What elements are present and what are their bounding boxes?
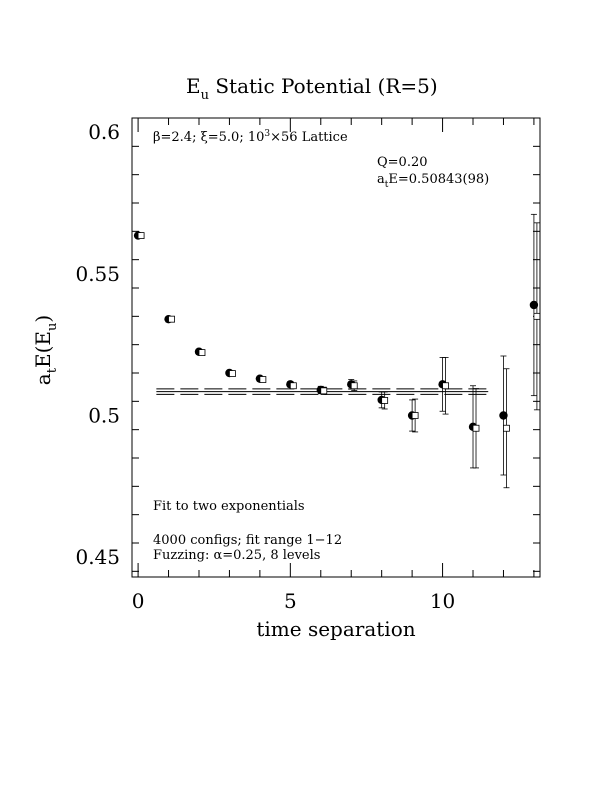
fit-value-annotation: atE=0.50843(98) (377, 172, 489, 190)
configs-annotation: 4000 configs; fit range 1−12 (153, 533, 342, 548)
data-point-square (198, 349, 206, 357)
data-points (133, 213, 541, 489)
data-point-square (503, 424, 510, 432)
data-point-square (411, 412, 419, 419)
chart-title: Eu Static Potential (R=5) (186, 74, 438, 103)
data-point-square (350, 382, 358, 390)
axis-ticks (132, 117, 540, 577)
data-point-square (442, 382, 449, 390)
data-point-square (168, 315, 175, 323)
lattice-annotation: β=2.4; ξ=5.0; 103×56 Lattice (153, 129, 348, 145)
data-point-circle (499, 411, 508, 420)
x-tick-label: 10 (430, 589, 455, 613)
fuzzing-annotation: Fuzzing: α=0.25, 8 levels (153, 548, 320, 563)
q-annotation: Q=0.20 (377, 155, 428, 170)
data-point-square (472, 424, 480, 432)
data-point-square (289, 382, 297, 390)
y-tick-label: 0.45 (75, 545, 120, 569)
y-tick-label: 0.55 (75, 262, 120, 286)
x-axis-label: time separation (256, 617, 415, 641)
data-point-square (381, 397, 389, 404)
fit-method-annotation: Fit to two exponentials (153, 499, 305, 514)
data-point-square (259, 376, 267, 383)
data-point-square (137, 232, 145, 239)
axis-tick-labels: 0 5 10 0.45 0.5 0.55 0.6 (75, 120, 455, 613)
x-tick-label: 0 (132, 589, 145, 613)
plot-frame (131, 117, 541, 578)
x-tick-label: 5 (284, 589, 297, 613)
data-point-square (229, 370, 236, 377)
y-axis-label: atE(Eu) (31, 315, 60, 385)
data-point-square (320, 387, 328, 395)
y-tick-label: 0.5 (88, 404, 120, 428)
y-tick-label: 0.6 (88, 120, 120, 144)
data-point-square (533, 312, 541, 320)
data-point-circle (529, 300, 539, 310)
